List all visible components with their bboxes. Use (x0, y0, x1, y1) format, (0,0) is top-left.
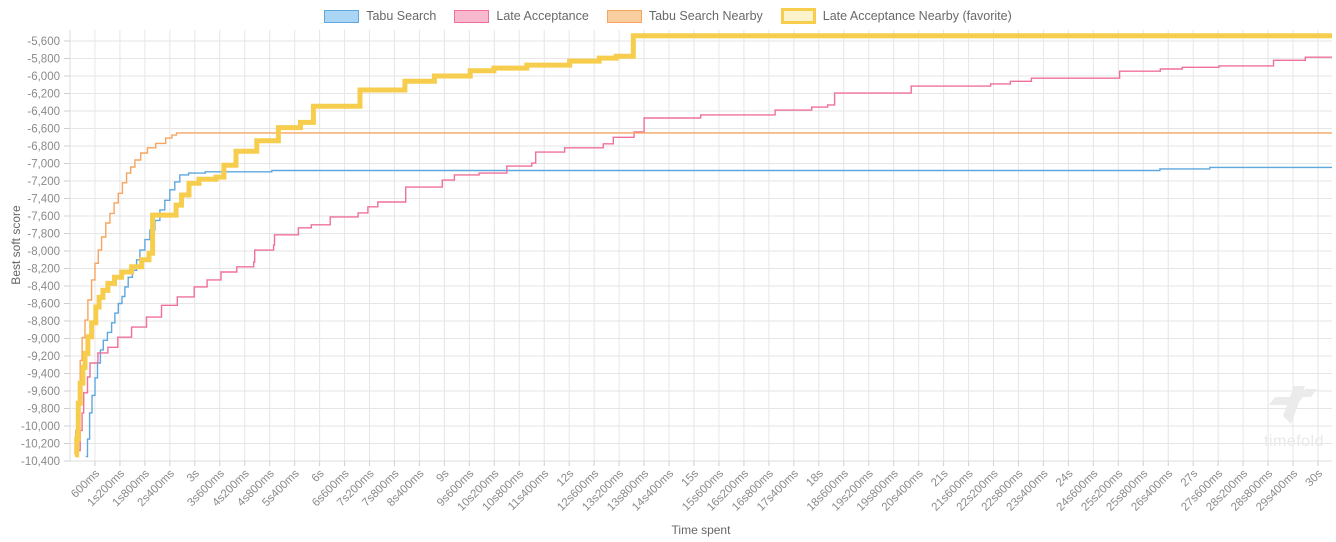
legend-swatch-tabu-search (324, 9, 360, 23)
y-tick-label: -9,400 (27, 369, 60, 381)
y-tick-label: -6,200 (27, 89, 60, 101)
legend-label: Tabu Search (366, 8, 437, 23)
y-tick-label: -10,200 (21, 439, 60, 451)
y-tick-label: -6,600 (27, 124, 60, 136)
legend-item-late-acceptance[interactable]: Late Acceptance (454, 8, 589, 23)
series-line-late-acceptance (78, 56, 1332, 452)
y-tick-label: -5,800 (27, 54, 60, 66)
y-tick-label: -8,600 (27, 299, 60, 311)
x-tick-label: 30s (1304, 467, 1326, 489)
plot-area (74, 33, 1332, 458)
y-tick-label: -6,800 (27, 141, 60, 153)
y-tick-label: -9,200 (27, 351, 60, 363)
legend-label: Late Acceptance Nearby (favorite) (822, 8, 1012, 23)
x-tick-label: 3s (185, 467, 202, 484)
y-tick-label: -7,200 (27, 176, 60, 188)
legend-item-tabu-search[interactable]: Tabu Search (324, 8, 437, 23)
y-tick-label: -7,800 (27, 229, 60, 241)
y-tick-label: -5,600 (27, 36, 60, 48)
series-line-tabu-search-nearby (74, 132, 1332, 453)
chart-legend: Tabu Search Late Acceptance Tabu Search Ne… (0, 8, 1336, 24)
y-tick-label: -7,600 (27, 211, 60, 223)
legend-item-late-acceptance-nearby-favorite[interactable]: Late Acceptance Nearby (favorite) (780, 8, 1012, 24)
y-tick-label: -9,000 (27, 334, 60, 346)
legend-label: Late Acceptance (496, 8, 589, 23)
legend-swatch-late-acceptance (454, 9, 490, 23)
y-tick-label: -10,400 (21, 456, 60, 468)
x-tick-label: 9s (434, 467, 451, 484)
x-axis-title: Time spent (671, 523, 731, 537)
y-tick-label: -7,000 (27, 159, 60, 171)
legend-label: Tabu Search Nearby (648, 8, 763, 23)
y-tick-label: -8,200 (27, 264, 60, 276)
y-tick-label: -8,800 (27, 316, 60, 328)
x-tick-label: 6s (310, 467, 327, 484)
y-tick-label: -9,600 (27, 386, 60, 398)
series-line-tabu-search (85, 166, 1332, 458)
legend-swatch-tabu-search-nearby (606, 9, 642, 23)
grid-lines: -5,600 -5,800 -6,000 -6,200 -6,400 -6,600 -6,8… (21, 30, 1332, 514)
series-line-late-acceptance-nearby-favorite (74, 33, 1332, 458)
y-tick-label: -10,000 (21, 421, 60, 433)
y-tick-label: -9,800 (27, 404, 60, 416)
y-tick-label: -8,000 (27, 246, 60, 258)
y-axis-title: Best soft score (9, 205, 23, 285)
y-tick-label: -6,400 (27, 106, 60, 118)
legend-item-tabu-search-nearby[interactable]: Tabu Search Nearby (606, 8, 763, 23)
y-tick-label: -7,400 (27, 194, 60, 206)
legend-swatch-late-acceptance-nearby-favorite (780, 8, 816, 24)
y-tick-label: -8,400 (27, 281, 60, 293)
y-tick-label: -6,000 (27, 71, 60, 83)
